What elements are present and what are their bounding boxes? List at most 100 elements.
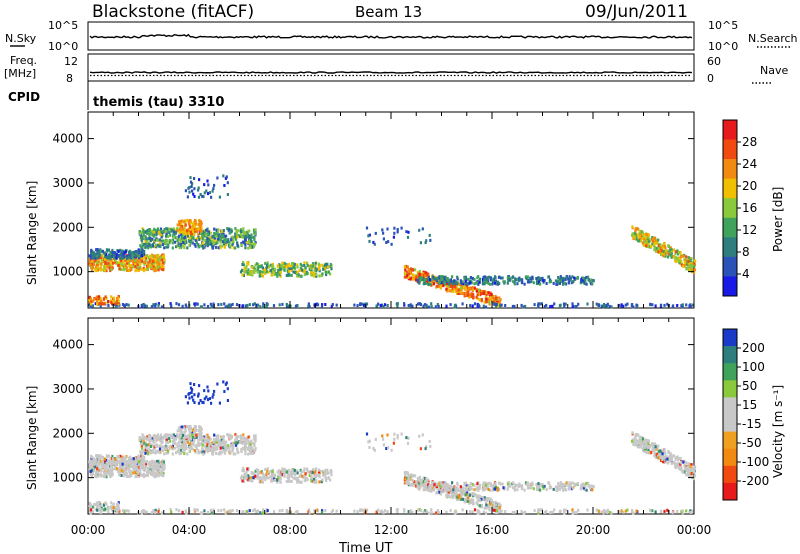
nave-tick-bottom: 0 [707,72,714,85]
power-cell [325,271,328,274]
power-cell [659,303,663,307]
velocity-cell [464,493,467,497]
power-cell [404,267,407,271]
velocity-cell [266,469,269,473]
power-cell [157,231,161,234]
power-cell [506,276,509,280]
velocity-cell [326,471,330,475]
power-cell [321,272,324,276]
velocity-cell [245,470,248,474]
velocity-cell [279,480,282,484]
power-cell [243,234,246,238]
velocity-cell [219,452,222,456]
velocity-cell [111,472,114,476]
velocity-cell [495,506,498,510]
power-cell [543,278,546,282]
velocity-cell [541,482,544,486]
velocity-cell [168,447,171,451]
velocity-cell [468,493,471,497]
velocity-cell [506,487,509,491]
power-cell [193,187,196,191]
power-cell [194,239,197,243]
power-cell [393,231,396,235]
power-cell [650,245,653,248]
velocity-cell [179,438,183,442]
power-cell [253,302,256,306]
power-cell [240,231,243,235]
power-cell [123,255,126,259]
power-cell [425,275,428,279]
power-cell [303,264,306,267]
power-cell [476,276,479,280]
velocity-cell [288,468,291,472]
velocity-cell [242,433,245,437]
power-cell [252,270,255,274]
velocity-cell [495,488,498,492]
power-cell [664,254,667,258]
velocity-cell [180,440,183,444]
velocity-cell [92,469,95,472]
power-cell [190,221,193,225]
velocity-cell [210,441,213,445]
velocity-cell [148,464,152,468]
power-cell [226,239,229,243]
velocity-cell [374,437,377,441]
power-cell [139,262,142,266]
power-cell [100,302,103,306]
velocity-cell [128,470,131,474]
power-cell [140,246,143,250]
power-cell [520,303,523,307]
power-cell [425,239,428,243]
velocity-cell [451,487,454,491]
power-cell [638,237,641,241]
power-cell [496,282,499,286]
power-cell [177,303,181,307]
velocity-cell [179,451,183,455]
power-cell [254,263,257,267]
velocity-cell [94,465,97,469]
power-cell [489,278,492,282]
velocity-cell [562,488,565,492]
velocity-cell [90,462,93,466]
velocity-cell [97,459,100,462]
velocity-cell [205,434,208,438]
power-cell [143,256,146,260]
power-cell [301,268,304,272]
power-cell [484,305,488,309]
velocity-cell [403,471,406,475]
power-cell [102,251,105,255]
power-cell [92,263,95,266]
velocity-cell [199,399,202,402]
power-cell [521,278,524,282]
velocity-cell [443,484,446,488]
velocity-cell [121,462,124,466]
velocity-cell [306,468,309,472]
power-cell [285,273,288,277]
velocity-cell [264,467,267,471]
velocity-cell [296,480,299,484]
power-cell [213,183,216,187]
power-cell [685,267,688,271]
velocity-cell [186,436,189,440]
velocity-cell [464,497,467,501]
power-cell [559,275,562,279]
power-cell [535,277,538,280]
power-cell [445,304,448,308]
power-cell [483,275,486,279]
velocity-cell [242,480,245,483]
power-cell [217,303,220,307]
velocity-cell [215,434,218,438]
velocity-cell [310,474,313,478]
power-cell [279,271,282,275]
velocity-cell [163,466,166,470]
power-cell [438,284,441,288]
velocity-cell [183,452,186,456]
velocity-cell [132,457,135,461]
power-cell [179,245,183,249]
power-cell [290,273,293,277]
velocity-cell [193,430,196,434]
velocity-cell [244,449,247,453]
power-cell [195,302,198,306]
power-cell [246,271,249,275]
power-cell [591,282,594,286]
